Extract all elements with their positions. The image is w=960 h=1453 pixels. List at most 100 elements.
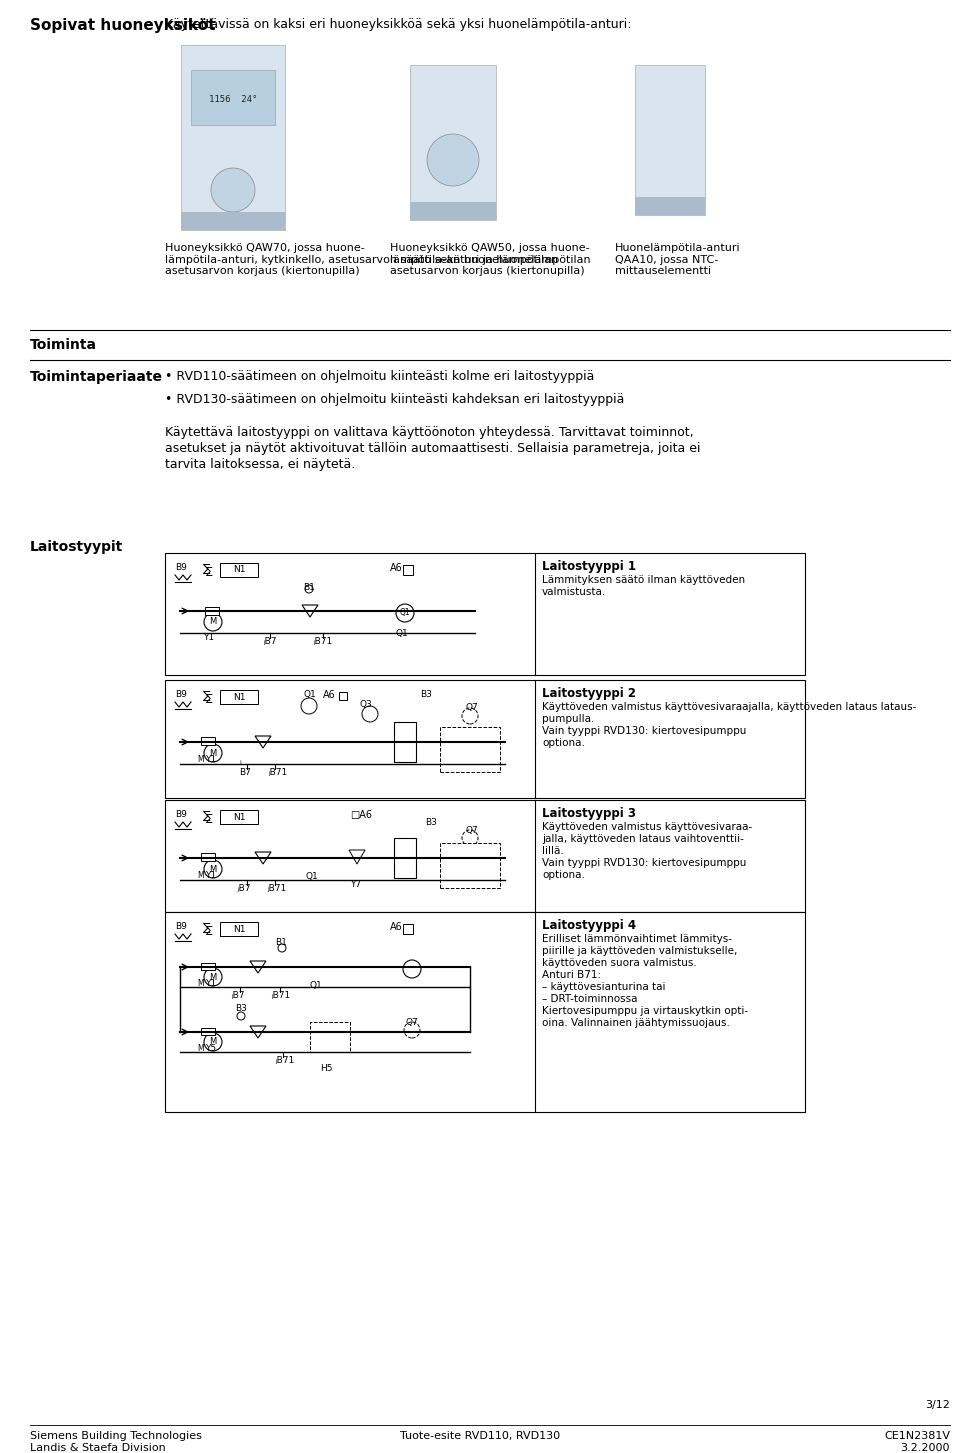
Text: CE1N2381V: CE1N2381V (884, 1431, 950, 1441)
Bar (201, 737, 215, 745)
Text: M: M (197, 756, 204, 764)
Text: Laitostyypit: Laitostyypit (30, 541, 123, 554)
Text: Anturi B71:: Anturi B71: (542, 971, 601, 979)
Bar (220, 923, 258, 936)
Text: Vain tyyppi RVD130: kiertovesipumppu: Vain tyyppi RVD130: kiertovesipumppu (542, 726, 746, 737)
Bar (165, 680, 805, 798)
Text: M: M (197, 979, 204, 988)
Text: jalla, käyttöveden lataus vaihtoventtii-: jalla, käyttöveden lataus vaihtoventtii- (542, 834, 744, 844)
Text: M: M (209, 748, 217, 757)
Bar (635, 65, 705, 215)
Text: M: M (209, 618, 217, 626)
Text: Q1: Q1 (305, 872, 318, 881)
Text: N1: N1 (232, 565, 245, 574)
Text: Y1: Y1 (205, 756, 216, 764)
Text: Sopivat huoneyksiköt: Sopivat huoneyksiköt (30, 17, 215, 33)
Text: Laitostyyppi 2: Laitostyyppi 2 (542, 687, 636, 700)
Circle shape (204, 744, 222, 761)
Text: A6: A6 (390, 923, 403, 931)
Bar (403, 924, 413, 934)
Text: N1: N1 (232, 693, 245, 702)
Circle shape (237, 1011, 245, 1020)
Bar (165, 801, 805, 912)
Text: ∑: ∑ (205, 812, 212, 822)
Bar (410, 65, 496, 219)
Circle shape (305, 586, 313, 593)
Text: – DRT-toiminnossa: – DRT-toiminnossa (542, 994, 637, 1004)
Text: Q7: Q7 (405, 1019, 418, 1027)
Text: N1: N1 (232, 812, 245, 821)
Text: B1: B1 (275, 939, 287, 947)
Text: ⱼB71: ⱼB71 (267, 883, 286, 894)
Text: B1: B1 (303, 583, 315, 591)
Text: Vain tyyppi RVD130: kiertovesipumppu: Vain tyyppi RVD130: kiertovesipumppu (542, 859, 746, 867)
Text: käyttöveden suora valmistus.: käyttöveden suora valmistus. (542, 958, 697, 968)
Text: ∑: ∑ (205, 565, 212, 575)
Bar (201, 963, 215, 971)
Circle shape (462, 830, 478, 846)
Bar (181, 45, 285, 230)
Text: optiona.: optiona. (542, 870, 585, 881)
Bar (440, 843, 500, 888)
Text: Y1: Y1 (205, 870, 216, 881)
Text: Q1: Q1 (310, 981, 323, 989)
Text: M: M (209, 972, 217, 981)
Text: • RVD130-säätimeen on ohjelmoitu kiinteästi kahdeksan eri laitostyyppiä: • RVD130-säätimeen on ohjelmoitu kiinteä… (165, 392, 624, 405)
Bar (403, 565, 413, 575)
Bar (440, 726, 500, 772)
Text: tarvita laitoksessa, ei näytetä.: tarvita laitoksessa, ei näytetä. (165, 458, 355, 471)
Text: Y5: Y5 (205, 1045, 216, 1053)
Bar (394, 722, 416, 761)
Bar (191, 70, 275, 125)
Bar (165, 912, 805, 1112)
Text: Huoneyksikkö QAW50, jossa huone-
lämpötila-anturi ja huonelämpötilan
asetusarvon: Huoneyksikkö QAW50, jossa huone- lämpöti… (390, 243, 590, 276)
Text: Q3: Q3 (360, 700, 372, 709)
Text: N1: N1 (232, 924, 245, 933)
Text: pumpulla.: pumpulla. (542, 713, 594, 724)
Polygon shape (250, 1026, 266, 1037)
Text: ⱼB7: ⱼB7 (237, 883, 251, 894)
Text: Kiertovesipumppu ja virtauskytkin opti-: Kiertovesipumppu ja virtauskytkin opti- (542, 1005, 748, 1016)
Bar (220, 809, 258, 824)
Bar (410, 202, 496, 219)
Circle shape (362, 706, 378, 722)
Text: B9: B9 (175, 690, 187, 699)
Bar (220, 690, 258, 705)
Text: ∑: ∑ (203, 692, 210, 700)
Text: 3/12: 3/12 (925, 1401, 950, 1409)
Text: Käyttöveden valmistus käyttövesivaraajalla, käyttöveden lataus lataus-: Käyttöveden valmistus käyttövesivaraajal… (542, 702, 917, 712)
Text: A6: A6 (323, 690, 336, 700)
Circle shape (396, 604, 414, 622)
Text: Y1: Y1 (205, 979, 216, 988)
Text: Y1: Y1 (203, 634, 214, 642)
Circle shape (301, 697, 317, 713)
Circle shape (204, 1033, 222, 1051)
Bar (310, 1021, 350, 1052)
Text: Huoneyksikkö QAW70, jossa huone-
lämpötila-anturi, kytkinkello, asetusarvon säät: Huoneyksikkö QAW70, jossa huone- lämpöti… (165, 243, 558, 276)
Circle shape (462, 708, 478, 724)
Text: M: M (197, 870, 204, 881)
Circle shape (403, 960, 421, 978)
Circle shape (204, 860, 222, 878)
Text: Käyttöveden valmistus käyttövesivaraa-: Käyttöveden valmistus käyttövesivaraa- (542, 822, 753, 833)
Text: ⱼB71: ⱼB71 (313, 636, 332, 647)
Text: Käytettävissä on kaksi eri huoneyksikköä sekä yksi huonelämpötila-anturi:: Käytettävissä on kaksi eri huoneyksikköä… (165, 17, 632, 31)
Text: optiona.: optiona. (542, 738, 585, 748)
Text: Q7: Q7 (465, 703, 478, 712)
Bar (635, 198, 705, 215)
Text: Y7: Y7 (350, 881, 361, 889)
Polygon shape (255, 851, 271, 865)
Circle shape (278, 944, 286, 952)
Text: piirille ja käyttöveden valmistukselle,: piirille ja käyttöveden valmistukselle, (542, 946, 737, 956)
Circle shape (404, 1021, 420, 1037)
Text: – käyttövesianturina tai: – käyttövesianturina tai (542, 982, 665, 992)
Text: ⱼB7: ⱼB7 (263, 636, 276, 647)
Polygon shape (250, 960, 266, 974)
Text: ⱼB71: ⱼB71 (275, 1056, 295, 1065)
Text: M: M (197, 1045, 204, 1053)
Text: ∑: ∑ (203, 811, 210, 821)
Bar (201, 1029, 215, 1035)
Text: Käytettävä laitostyyppi on valittava käyttöönoton yhteydessä. Tarvittavat toimin: Käytettävä laitostyyppi on valittava käy… (165, 426, 694, 439)
Text: Toiminta: Toiminta (30, 339, 97, 352)
Text: 3.2.2000: 3.2.2000 (900, 1443, 950, 1453)
